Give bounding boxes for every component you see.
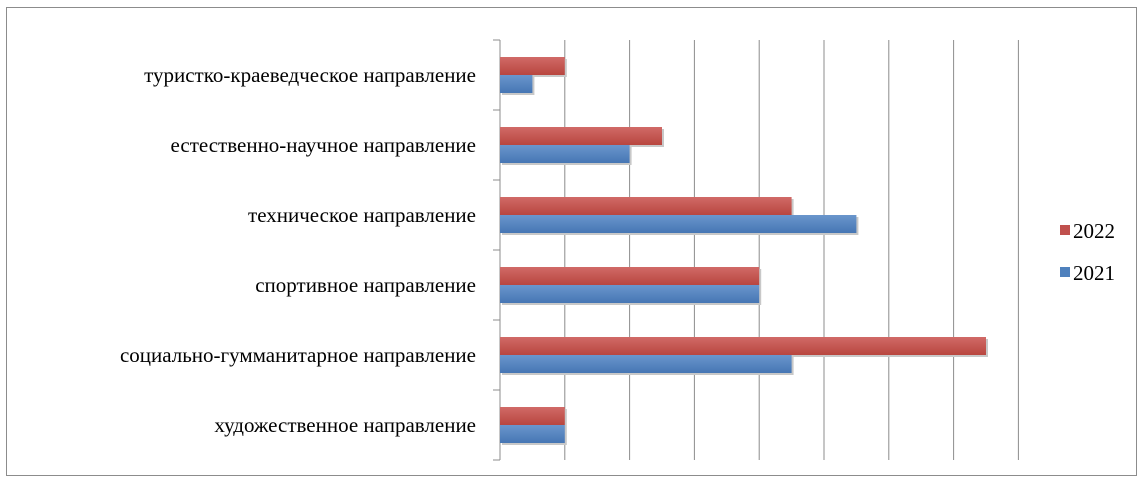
bar-2022-1: [500, 57, 565, 75]
legend-label-2022: 2022: [1073, 219, 1115, 243]
bar-2021-4: [500, 285, 760, 303]
chart-frame: [6, 7, 1137, 476]
bar-2022-6: [500, 407, 565, 425]
bar-2021-6: [500, 425, 565, 443]
bar-2021-2: [500, 145, 630, 163]
gridlines: [564, 40, 1019, 460]
legend-swatch-2021: [1060, 267, 1070, 277]
bar-2022-5: [500, 337, 986, 355]
bars: [500, 57, 988, 445]
category-label: социально-гумманитарное направление: [120, 343, 476, 367]
category-label: туристко-краеведческое направление: [144, 63, 476, 87]
category-labels: туристко-краеведческое направление естест…: [120, 63, 476, 437]
legend-swatch-2022: [1060, 225, 1070, 235]
bar-2021-5: [500, 355, 792, 373]
category-label: естественно-научное направление: [171, 133, 476, 157]
bar-2022-4: [500, 267, 760, 285]
legend[interactable]: 2022 2021: [1060, 219, 1115, 285]
bar-2022-3: [500, 197, 792, 215]
bar-2021-3: [500, 215, 857, 233]
bar-2021-1: [500, 75, 533, 93]
category-label: художественное направление: [214, 413, 476, 437]
bar-2022-2: [500, 127, 662, 145]
legend-label-2021: 2021: [1073, 261, 1115, 285]
category-axis: [493, 39, 501, 461]
category-label: техническое направление: [248, 203, 476, 227]
category-label: спортивное направление: [255, 273, 476, 297]
